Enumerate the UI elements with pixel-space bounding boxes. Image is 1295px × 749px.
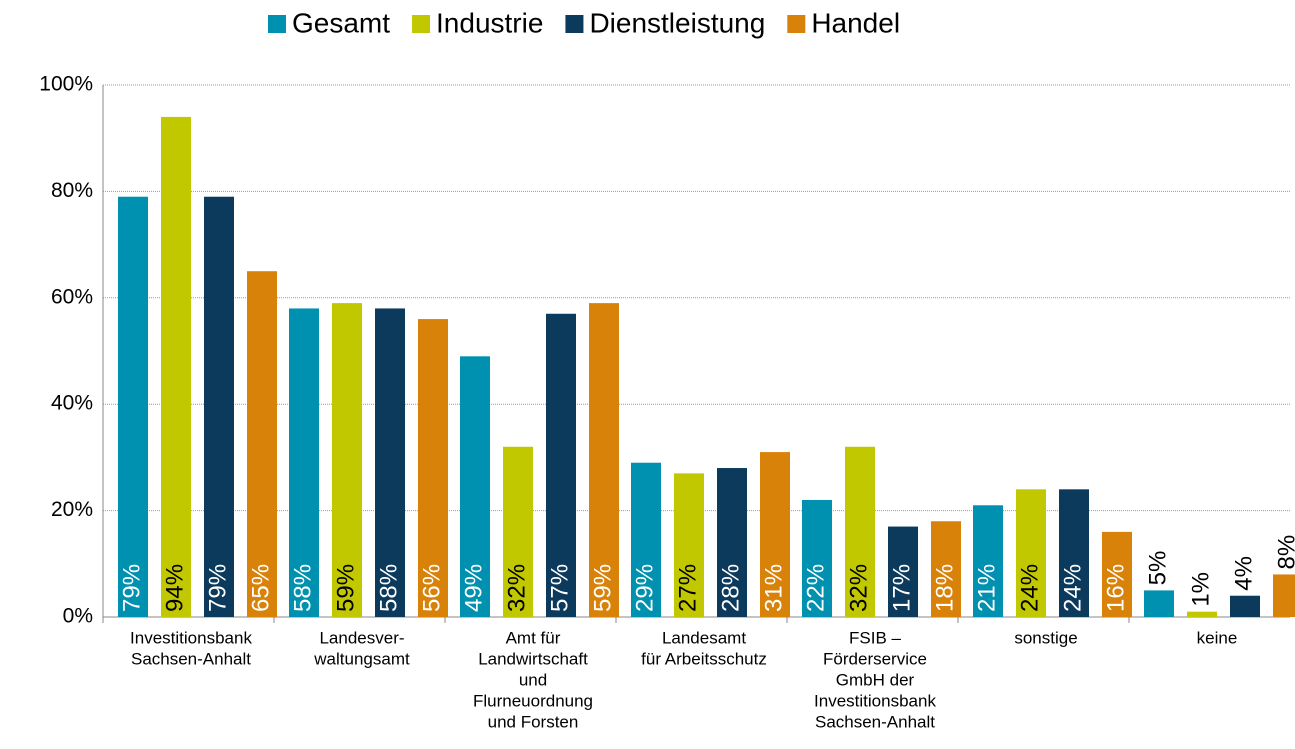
value-label: 31%: [760, 564, 787, 612]
x-tick-label: Landwirtschaft: [478, 649, 588, 668]
bar: [760, 452, 790, 617]
value-label: 4%: [1230, 556, 1257, 591]
value-label: 59%: [589, 564, 616, 612]
bar: [631, 462, 661, 617]
value-label: 24%: [1059, 564, 1086, 612]
x-tick-label: Flurneuordnung: [473, 691, 593, 710]
legend-swatch: [412, 15, 431, 33]
bar: [802, 499, 832, 617]
x-tick-label: Sachsen-Anhalt: [131, 649, 251, 668]
y-tick-label: 20%: [51, 498, 93, 521]
x-tick-label: Förderservice: [823, 649, 927, 668]
bar: [546, 313, 576, 617]
bar: [460, 356, 490, 617]
x-tick-label: und Forsten: [488, 712, 579, 731]
value-label: 22%: [802, 564, 829, 612]
bar: [589, 303, 619, 617]
x-tick-label: Investitionsbank: [130, 628, 252, 647]
x-tick-label: GmbH der: [836, 670, 915, 689]
value-label: 21%: [973, 564, 1000, 612]
value-label: 58%: [289, 564, 316, 612]
value-label: 79%: [118, 564, 145, 612]
value-label: 27%: [674, 564, 701, 612]
bar: [973, 505, 1003, 617]
bar: [332, 303, 362, 617]
legend-swatch: [787, 15, 806, 33]
value-label: 59%: [332, 564, 359, 612]
bar: [118, 196, 148, 617]
bar: [1144, 590, 1174, 617]
value-label: 57%: [546, 564, 573, 612]
value-label: 29%: [631, 564, 658, 612]
value-label: 32%: [503, 564, 530, 612]
bar: [931, 521, 961, 617]
bar: [204, 196, 234, 617]
x-tick-label: FSIB –: [849, 628, 902, 647]
bar: [289, 308, 319, 617]
x-tick-label: für Arbeitsschutz: [641, 649, 767, 668]
y-tick-label: 0%: [63, 605, 93, 628]
y-tick-label: 100%: [39, 73, 93, 96]
bar: [1059, 489, 1089, 617]
value-label: 58%: [375, 564, 402, 612]
bar: [1187, 611, 1217, 617]
value-label: 1%: [1187, 572, 1214, 607]
x-tick-label: Amt für: [506, 628, 561, 647]
value-label: 56%: [418, 564, 445, 612]
value-label: 49%: [460, 564, 487, 612]
value-label: 16%: [1102, 564, 1129, 612]
x-tick-label: sonstige: [1014, 628, 1077, 647]
x-tick-label: keine: [1197, 628, 1238, 647]
bar: [674, 473, 704, 617]
x-tick-label: Landesver-: [319, 628, 404, 647]
bar: [161, 116, 191, 618]
y-tick-label: 40%: [51, 392, 93, 415]
value-label: 79%: [204, 564, 231, 612]
legend-swatch: [565, 15, 584, 33]
legend-label: Handel: [811, 7, 900, 38]
y-tick-label: 80%: [51, 179, 93, 202]
value-label: 94%: [161, 564, 188, 612]
legend-label: Dienstleistung: [589, 7, 765, 38]
bar: [375, 308, 405, 617]
bar: [717, 468, 747, 617]
x-tick-label: waltungsamt: [313, 649, 410, 668]
legend-swatch: [268, 15, 286, 33]
bar: [1016, 489, 1046, 617]
value-label: 32%: [845, 564, 872, 612]
value-label: 17%: [888, 564, 915, 612]
value-label: 24%: [1016, 564, 1043, 612]
bar: [888, 526, 918, 617]
legend-label: Industrie: [436, 7, 543, 38]
y-tick-label: 60%: [51, 285, 93, 308]
x-tick-label: und: [519, 670, 547, 689]
x-tick-label: Sachsen-Anhalt: [815, 712, 935, 731]
value-label: 18%: [931, 564, 958, 612]
value-label: 8%: [1273, 535, 1295, 570]
bar: [1230, 595, 1260, 617]
value-label: 28%: [717, 564, 744, 612]
bar: [1102, 531, 1132, 617]
value-label: 5%: [1144, 551, 1171, 586]
legend-label: Gesamt: [292, 7, 390, 38]
bar: [247, 271, 277, 617]
bar: [418, 319, 448, 617]
bar: [1273, 574, 1295, 617]
bar: [845, 446, 875, 617]
x-tick-label: Landesamt: [662, 628, 746, 647]
value-label: 65%: [247, 564, 274, 612]
x-tick-label: Investitionsbank: [814, 691, 936, 710]
bar: [503, 446, 533, 617]
